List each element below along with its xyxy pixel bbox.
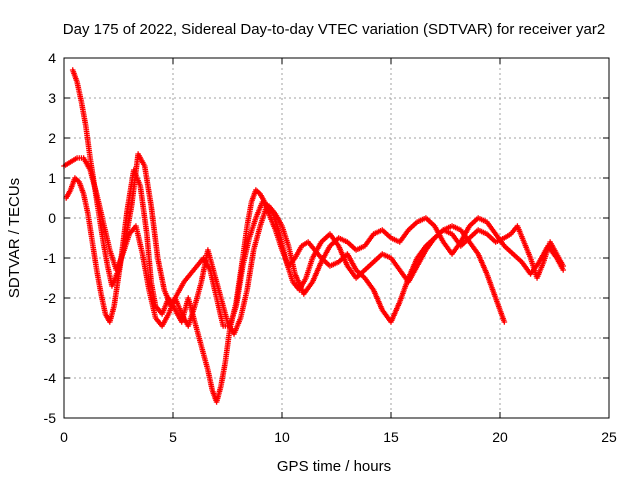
x-tick-label: 5 — [169, 429, 177, 445]
axis-ticks: 0 5 10 15 20 25 -5 -4 -3 -2 -1 0 1 2 3 4 — [44, 50, 617, 445]
y-tick-label: 1 — [48, 170, 56, 186]
x-tick-label: 15 — [383, 429, 399, 445]
x-tick-label: 0 — [60, 429, 68, 445]
data-point — [501, 319, 508, 325]
y-tick-label: -5 — [44, 410, 57, 426]
y-tick-label: -3 — [44, 330, 57, 346]
x-tick-label: 20 — [492, 429, 508, 445]
x-tick-label: 10 — [274, 429, 290, 445]
y-tick-label: -2 — [44, 290, 57, 306]
y-tick-label: -1 — [44, 250, 57, 266]
y-tick-label: 3 — [48, 90, 56, 106]
y-tick-label: 4 — [48, 50, 56, 66]
y-axis-label: SDTVAR / TECUs — [6, 178, 23, 298]
y-tick-label: 2 — [48, 130, 56, 146]
data-marks — [61, 67, 567, 405]
x-tick-label: 25 — [601, 429, 617, 445]
y-tick-label: -4 — [44, 370, 57, 386]
y-tick-label: 0 — [48, 210, 56, 226]
data-point — [560, 263, 567, 269]
chart-title: Day 175 of 2022, Sidereal Day-to-day VTE… — [63, 21, 605, 38]
series-track-3 — [61, 155, 567, 337]
plot-frame — [63, 57, 610, 419]
x-axis-label: GPS time / hours — [277, 458, 391, 475]
